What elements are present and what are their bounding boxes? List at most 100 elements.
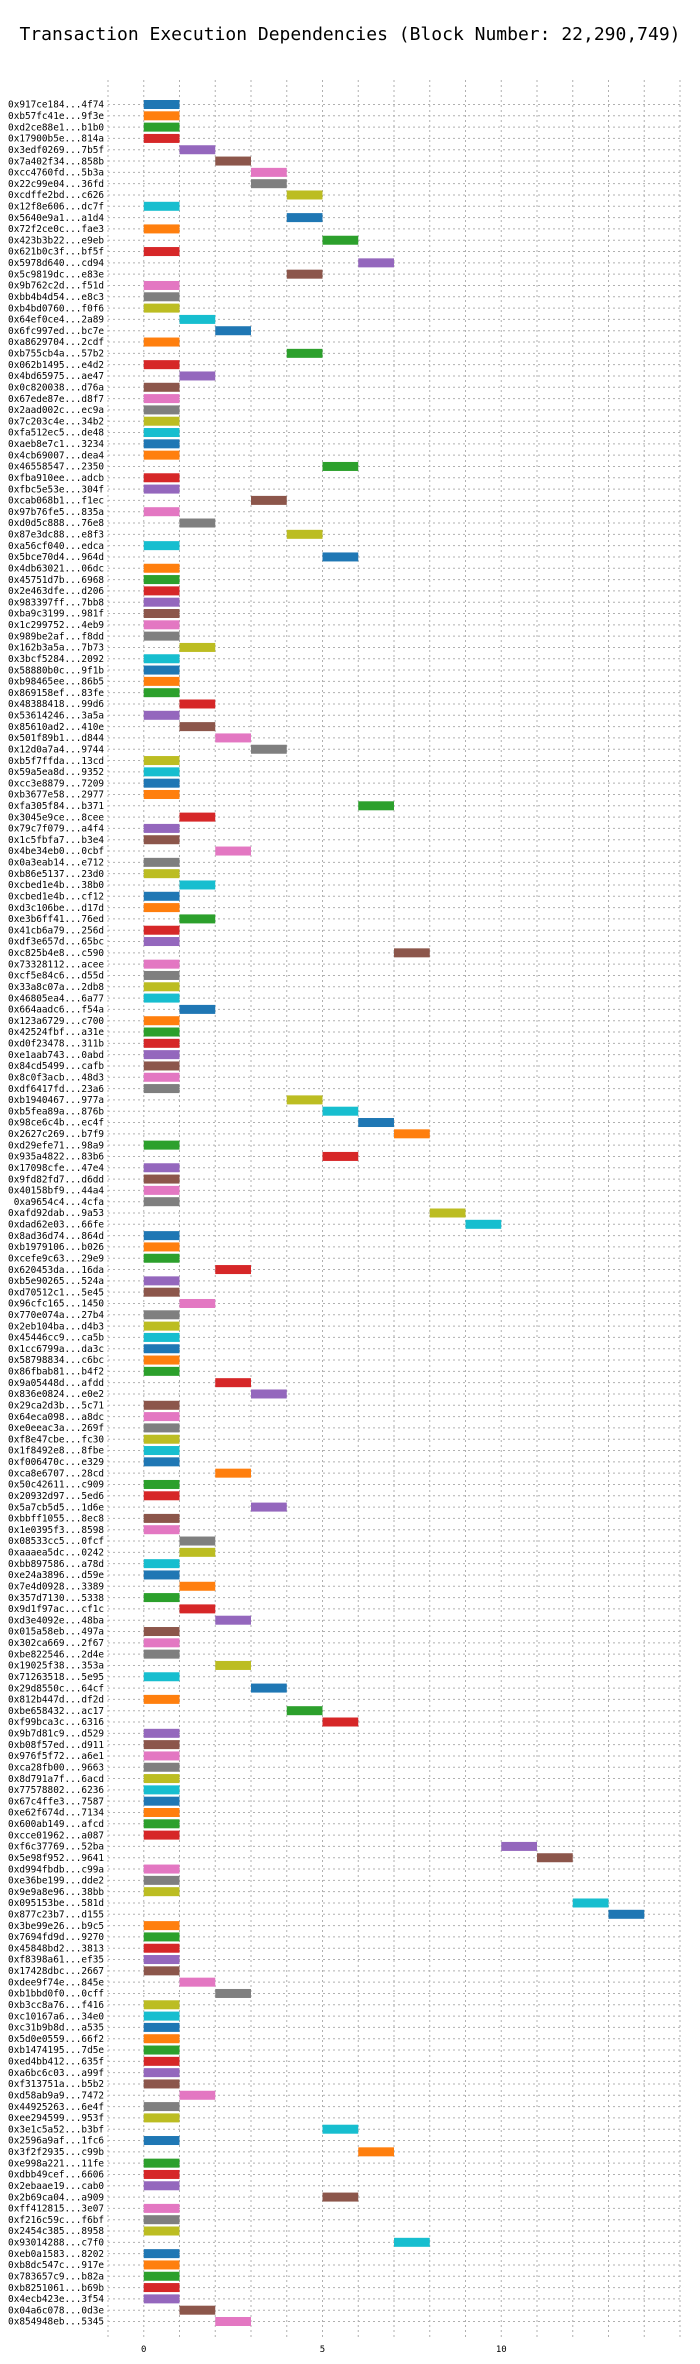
gantt-bar (179, 145, 216, 155)
gantt-bar (179, 642, 216, 652)
gantt-bar (143, 1570, 180, 1580)
y-tick-label: 0x12d0a7a4...9744 (8, 744, 104, 755)
gantt-bar (143, 1491, 180, 1501)
y-tick-label: 0x3045e9ce...8cee (8, 812, 104, 823)
y-tick-label: 0xbb4b4d54...e8c3 (8, 292, 104, 303)
y-tick-label: 0x29ca2d3b...5c71 (8, 1400, 104, 1411)
gantt-bar (143, 1242, 180, 1252)
gantt-bar (251, 744, 287, 754)
gantt-bar (143, 280, 180, 290)
gantt-bar (143, 586, 180, 596)
y-tick-label: 0x4be34eb0...0cbf (8, 846, 104, 857)
gantt-bar (179, 1536, 216, 1546)
gantt-bar (429, 1208, 466, 1218)
y-tick-label: 0x17900b5e...814a (8, 134, 104, 145)
gantt-bar (322, 1106, 359, 1116)
gantt-bar (608, 1909, 645, 1919)
gantt-bar (143, 2158, 180, 2168)
gantt-bar (179, 2090, 216, 2100)
y-tick-label: 0x45848bd2...3813 (8, 1943, 104, 1954)
gantt-bar (143, 394, 180, 404)
gantt-bar (251, 167, 287, 177)
gantt-bar (143, 111, 180, 121)
x-tick-label: 10 (496, 2345, 507, 2355)
gantt-bar (143, 473, 180, 483)
y-tick-label: 0x2596a9af...1fc6 (8, 2136, 104, 2147)
y-tick-label: 0x58798834...c6bc (8, 1355, 104, 1366)
gantt-bar (465, 1219, 502, 1229)
y-tick-label: 0xb5f7ffda...13cd (8, 756, 104, 767)
y-tick-label: 0xfa305f84...b371 (8, 801, 104, 812)
gantt-bar (143, 959, 180, 969)
gantt-bar (215, 1988, 251, 1998)
gantt-bar (215, 733, 251, 743)
y-tick-label: 0x96cfc165...1450 (8, 1299, 104, 1310)
y-tick-label: 0x97b76fe5...835a (8, 507, 104, 518)
gantt-bar (143, 1638, 180, 1648)
gantt-bar (143, 1921, 180, 1931)
y-tick-label: 0xb4bd0760...f0f6 (8, 303, 104, 314)
gantt-bar (143, 1513, 180, 1523)
gantt-bar (215, 1615, 251, 1625)
y-tick-label: 0xcc3e8879...7209 (8, 778, 104, 789)
gantt-bar (143, 1253, 180, 1263)
gantt-bar (143, 1559, 180, 1569)
gantt-bar (143, 1875, 180, 1885)
y-tick-label: 0xa9654c4...4cfa (14, 1197, 104, 1208)
y-tick-label: 0xf216c59c...f6bf (8, 2215, 104, 2226)
y-tick-label: 0x812b447d...df2d (8, 1695, 104, 1706)
gantt-bar (143, 2294, 180, 2304)
y-tick-label: 0x877c23b7...d155 (8, 1909, 104, 1920)
y-tick-label: 0xdee9f74e...845e (8, 1977, 104, 1988)
gantt-bar (215, 1468, 251, 1478)
gantt-bar (501, 1841, 537, 1851)
y-tick-label: 0x29d8550c...64cf (8, 1683, 104, 1694)
y-tick-label: 0x1cc6799a...da3c (8, 1344, 104, 1355)
gantt-bar (143, 405, 180, 415)
x-tick-label: 0 (141, 2345, 146, 2355)
y-tick-label: 0x93014288...c7f0 (8, 2238, 104, 2249)
gantt-bar (358, 1118, 394, 1128)
y-tick-label: 0xee294599...953f (8, 2113, 104, 2124)
y-tick-label: 0x17428dbc...2667 (8, 1966, 104, 1977)
y-tick-label: 0xe24a3896...d59e (8, 1570, 104, 1581)
gantt-bar (143, 1027, 180, 1037)
gantt-bar (143, 654, 180, 664)
y-tick-label: 0xb1979106...b026 (8, 1242, 104, 1253)
gantt-bar (143, 439, 180, 449)
gantt-bar (143, 100, 180, 109)
gantt-bar (143, 2000, 180, 2010)
y-tick-label: 0x59a5ea8d...9352 (8, 767, 104, 778)
gantt-bar (143, 122, 180, 132)
y-tick-label: 0x08533cc5...0fcf (8, 1536, 104, 1547)
gantt-bar (143, 1593, 180, 1603)
gantt-bar (143, 1084, 180, 1094)
y-tick-label: 0xe1aab743...0abd (8, 1050, 104, 1061)
gantt-bar (143, 756, 180, 766)
y-tick-label: 0xbbff1055...8ec8 (8, 1514, 104, 1525)
y-tick-label: 0xe0eeac3a...269f (8, 1423, 104, 1434)
gantt-bar (143, 1038, 180, 1048)
y-tick-label: 0x976f5f72...a6e1 (8, 1751, 104, 1762)
y-tick-label: 0xb1bbd0f0...0cff (8, 1989, 104, 2000)
y-tick-label: 0x423b3b22...e9eb (8, 235, 104, 246)
gantt-bar (143, 541, 180, 551)
gantt-bar (143, 1751, 180, 1761)
gantt-bar (143, 2045, 180, 2055)
gantt-bar (143, 2068, 180, 2078)
gantt-bar (143, 1174, 180, 1184)
y-tick-label: 0x9b7d81c9...d529 (8, 1729, 104, 1740)
gantt-bar (143, 1310, 180, 1320)
gantt-bar (179, 1004, 216, 1014)
gantt-bar (143, 982, 180, 992)
y-tick-label: 0x3bcf5284...2092 (8, 654, 104, 665)
gantt-bar (143, 1649, 180, 1659)
y-tick-label: 0xd58ab9a9...7472 (8, 2090, 104, 2101)
y-tick-label: 0x5c9819dc...e83e (8, 269, 104, 280)
y-tick-label: 0xdad62e03...66fe (8, 1220, 104, 1231)
gantt-bar (143, 1231, 180, 1241)
y-tick-label: 0x73328112...acee (8, 959, 104, 970)
y-tick-label: 0x42524fbf...a31e (8, 1027, 104, 1038)
y-tick-label: 0x40158bf9...44a4 (8, 1186, 104, 1197)
y-tick-label: 0x33a8c07a...2db8 (8, 982, 104, 993)
